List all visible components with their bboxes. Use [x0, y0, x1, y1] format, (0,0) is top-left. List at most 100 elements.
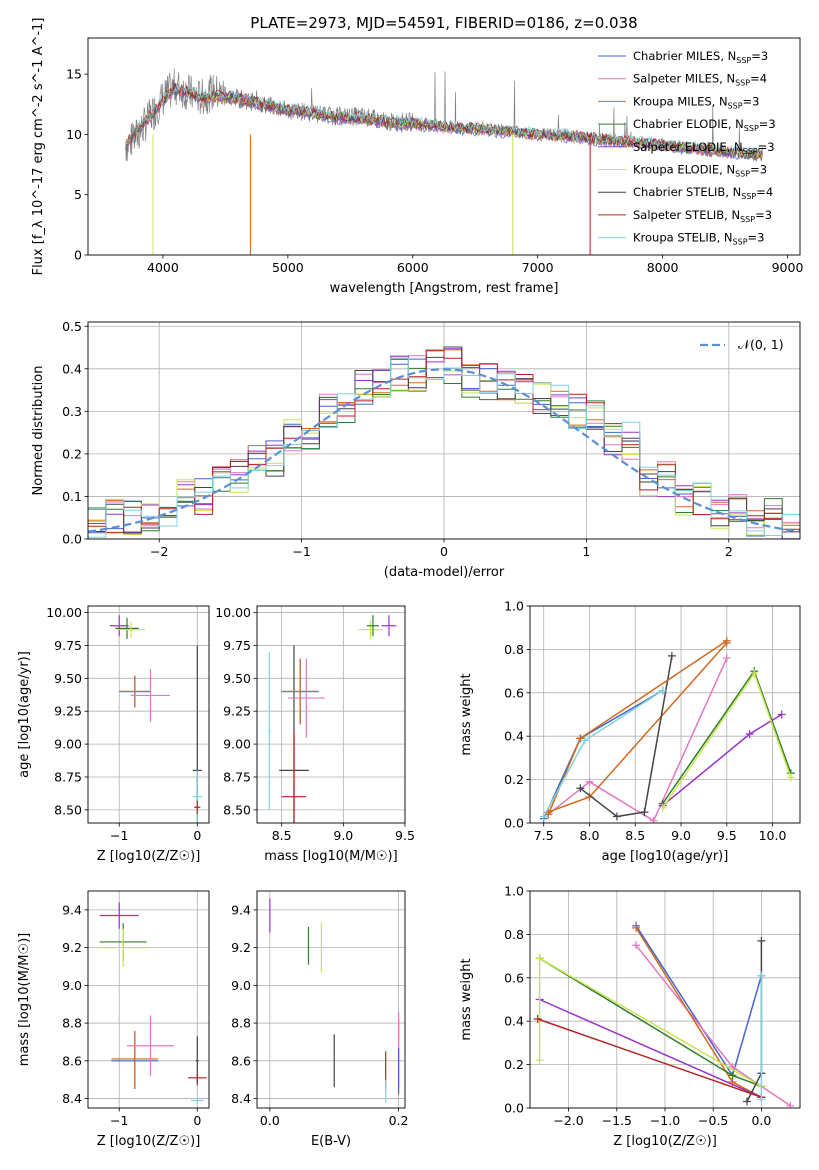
y-tick-label: 8.75	[223, 769, 251, 784]
plot-area	[125, 68, 763, 255]
legend-entry: Salpeter ELODIE, NSSP=3	[633, 140, 775, 156]
axes-frame	[256, 890, 406, 1109]
marker-plus	[786, 1101, 795, 1108]
marker-plus	[722, 636, 731, 645]
chart-panel-3: −1 0 8.50 8.75 9.00 9.25 9.50 9.75 10.00 Z [log10…	[17, 605, 210, 864]
legend-tail: =3	[758, 140, 775, 154]
plot-area	[257, 891, 405, 1108]
marker-plus	[576, 784, 585, 793]
y-tick-label: 5	[74, 187, 82, 202]
y-tick-label: 8.8	[231, 1016, 251, 1031]
y-tick-label: 8.4	[62, 1091, 82, 1106]
x-tick-label: −1	[110, 828, 128, 843]
plot-area	[88, 891, 209, 1108]
marker-plus	[745, 730, 754, 739]
plot-area	[88, 606, 209, 823]
y-tick-label: 0.2	[504, 772, 524, 787]
chart-panel-7: 0.0 0.2 8.4 8.6 8.8 9.0 9.2 9.4 E(B-V)	[231, 890, 409, 1149]
marker-plus	[658, 686, 667, 695]
marker-plus	[667, 651, 676, 660]
legend-sub: SSP	[743, 147, 758, 156]
y-tick-label: 0.4	[504, 729, 524, 744]
x-tick-label: 9.5	[717, 828, 737, 843]
legend-sub: SSP	[733, 238, 748, 247]
y-tick-label: 0.0	[504, 1101, 524, 1116]
y-tick-label: 9.2	[231, 940, 251, 955]
y-tick-label: 8.6	[62, 1053, 82, 1068]
chart-panel-5: 7.5 8.0 8.5 9.0 9.5 10.0 0.0 0.2 0.4 0.6 0.8 1.0 age…	[459, 599, 801, 864]
axes-frame	[87, 321, 801, 540]
plot-area	[530, 891, 800, 1108]
chart-title: PLATE=2973, MJD=54591, FIBERID=0186, z=0…	[250, 14, 637, 32]
marker-plus	[535, 1056, 544, 1065]
chart-panel-1: 4000 5000 6000 7000 8000 9000 0 5 10 15 Chabrier M…	[31, 14, 803, 296]
legend-sub: SSP	[740, 215, 755, 224]
legend-label: Salpeter MILES, N	[633, 72, 735, 86]
y-axis-label: mass weight	[459, 958, 474, 1040]
legend-tail: =3	[748, 231, 765, 245]
x-axis-label: Z [log10(Z/Z☉)]	[97, 849, 201, 864]
legend-sub: SSP	[728, 101, 743, 110]
x-axis-label: E(B-V)	[311, 1134, 351, 1149]
y-tick-label: 9.4	[62, 902, 82, 917]
x-tick-label: 9.0	[671, 828, 691, 843]
axes-frame	[87, 37, 801, 256]
axes-frame	[256, 605, 406, 824]
mass-weight-line	[548, 642, 728, 813]
chart-panel-4: 8.5 9.0 9.5 8.50 8.75 9.00 9.25 9.50 9.75 10.00 ma…	[215, 605, 415, 864]
legend-tail: =3	[755, 208, 772, 222]
legend-entry: Salpeter STELIB, NSSP=3	[633, 208, 772, 224]
x-tick-label: 7000	[522, 260, 554, 275]
legend-sub: SSP	[735, 170, 750, 179]
mass-weight-line	[537, 1018, 762, 1098]
x-axis-label: Z [log10(Z/Z☉)]	[613, 1134, 717, 1149]
x-tick-label: −1	[292, 544, 310, 559]
plot-area	[88, 322, 800, 539]
marker-plus	[533, 1015, 542, 1024]
y-tick-label: 0.6	[504, 970, 524, 985]
x-tick-label: 9.0	[333, 828, 353, 843]
legend-label: Salpeter STELIB, N	[633, 208, 740, 222]
y-tick-label: 9.75	[223, 638, 251, 653]
y-tick-label: 8.6	[231, 1053, 251, 1068]
x-axis-label: age [log10(age/yr)]	[602, 849, 729, 864]
marker-plus	[777, 710, 786, 719]
x-tick-label: 2	[725, 544, 733, 559]
y-tick-label: 0.0	[62, 532, 82, 547]
chart-panel-8: −2.0 −1.5 −1.0 −0.5 0.0 0.0 0.2 0.4 0.6 0.8 1.0 Z […	[459, 884, 801, 1149]
y-tick-label: 8.4	[231, 1091, 251, 1106]
marker-plus	[585, 777, 594, 786]
marker-plus	[580, 736, 589, 745]
x-tick-label: 9.5	[395, 828, 415, 843]
marker-plus	[632, 941, 641, 950]
x-tick-label: 0	[193, 1113, 201, 1128]
mass-weight-line	[543, 689, 664, 817]
x-tick-label: 9000	[772, 260, 804, 275]
x-tick-label: 5000	[272, 260, 304, 275]
legend-entry: Kroupa ELODIE, NSSP=3	[633, 163, 767, 179]
mass-weight-line	[547, 657, 728, 822]
x-tick-label: 8.5	[625, 828, 645, 843]
model-spectrum-line	[125, 84, 763, 157]
marker-plus	[742, 1097, 751, 1106]
y-tick-label: 9.25	[223, 704, 251, 719]
x-tick-label: 10.0	[759, 828, 787, 843]
marker-plus	[612, 812, 621, 821]
marker-plus	[535, 954, 544, 963]
marker-plus	[757, 971, 766, 980]
y-tick-label: 0.5	[62, 319, 82, 334]
legend-sub: SSP	[744, 124, 759, 133]
y-tick-label: 9.50	[223, 671, 251, 686]
axes-frame	[87, 605, 210, 824]
mass-weight-line	[635, 927, 762, 1098]
marker-plus	[649, 816, 658, 823]
axes-frame	[87, 890, 210, 1109]
y-tick-label: 0.1	[62, 489, 82, 504]
x-tick-label: −2	[150, 544, 168, 559]
y-tick-label: 9.00	[54, 737, 82, 752]
mass-weight-line	[539, 998, 762, 1098]
x-tick-label: 8.0	[580, 828, 600, 843]
legend-label: Kroupa MILES, N	[633, 94, 728, 108]
mass-weight-line	[635, 925, 763, 1078]
legend-entry: Chabrier MILES, NSSP=3	[633, 49, 768, 65]
